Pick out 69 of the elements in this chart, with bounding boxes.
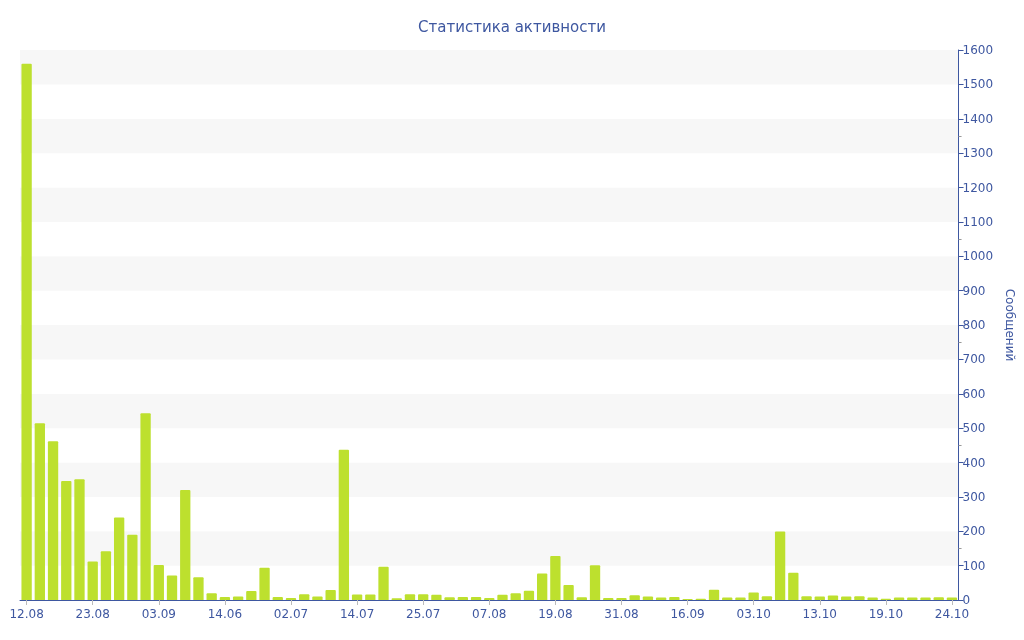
bar [87, 561, 98, 600]
y-tick-label: 400 [962, 455, 986, 470]
x-tick-label: 14.06 [207, 607, 243, 621]
bar [563, 584, 574, 600]
x-tick-label: 13.10 [802, 607, 837, 621]
x-tick-label: 19.10 [868, 607, 904, 621]
bar [140, 413, 151, 600]
bar [100, 551, 112, 600]
x-tick-label: 12.08 [9, 607, 44, 621]
x-tick-label: 14.07 [339, 607, 375, 621]
bar [404, 594, 416, 600]
bar [788, 572, 799, 600]
bar [74, 479, 85, 600]
y-tick-label: 900 [962, 283, 986, 298]
bar [338, 449, 350, 600]
x-tick-label: 07.08 [472, 607, 507, 621]
bar [774, 531, 786, 600]
y-tick-label: 600 [962, 386, 986, 401]
bar [166, 575, 178, 600]
y-tick-label: 500 [962, 421, 986, 436]
bar [34, 423, 45, 600]
bar [431, 594, 442, 600]
x-tick-label: 16.09 [670, 607, 705, 621]
x-tick-label: 02.07 [273, 607, 309, 621]
bar [378, 566, 389, 600]
bar [708, 589, 720, 600]
y-tick-label: 300 [962, 489, 986, 504]
bar [418, 594, 429, 600]
bar [113, 517, 125, 600]
bar [246, 591, 257, 600]
y-tick-label: 100 [962, 558, 986, 573]
bar [21, 63, 32, 600]
x-tick-label: 23.08 [75, 607, 110, 621]
bar [193, 577, 204, 600]
y-tick-label: 1600 [962, 43, 994, 57]
chart-title: Статистика активности [418, 17, 606, 36]
bar [497, 594, 508, 600]
bar [325, 590, 336, 600]
bar [589, 565, 601, 600]
x-tick-label: 03.10 [736, 607, 771, 621]
bar [523, 590, 535, 600]
y-tick-label: 1300 [962, 146, 994, 161]
x-tick-label: 31.08 [604, 607, 639, 621]
bar [180, 490, 191, 600]
y-tick-label: 1100 [962, 214, 994, 229]
y-tick-label: 1500 [962, 77, 994, 92]
x-tick-label: 19.08 [538, 607, 573, 621]
y-tick-label: 1000 [962, 249, 994, 264]
bar [550, 556, 561, 600]
x-tick-label: 25.07 [406, 607, 441, 621]
bar [748, 592, 759, 600]
y-tick-label: 200 [962, 524, 986, 539]
bar [299, 594, 310, 600]
x-tick-label: 24.10 [934, 607, 970, 621]
bar [259, 567, 270, 600]
bar [537, 573, 548, 600]
bar [153, 564, 164, 600]
bar [127, 534, 138, 600]
y-tick-label: 700 [962, 352, 986, 367]
y-axis-title: Сообщений [1003, 288, 1017, 362]
y-tick-label: 1200 [962, 180, 994, 195]
x-tick-label: 03.09 [141, 607, 176, 621]
y-tick-label: 0 [962, 593, 971, 607]
y-tick-label: 1400 [962, 111, 994, 126]
y-tick-label: 800 [962, 318, 986, 332]
bar [61, 481, 72, 600]
bar [47, 441, 59, 600]
bar [510, 593, 521, 600]
bar [206, 593, 217, 600]
